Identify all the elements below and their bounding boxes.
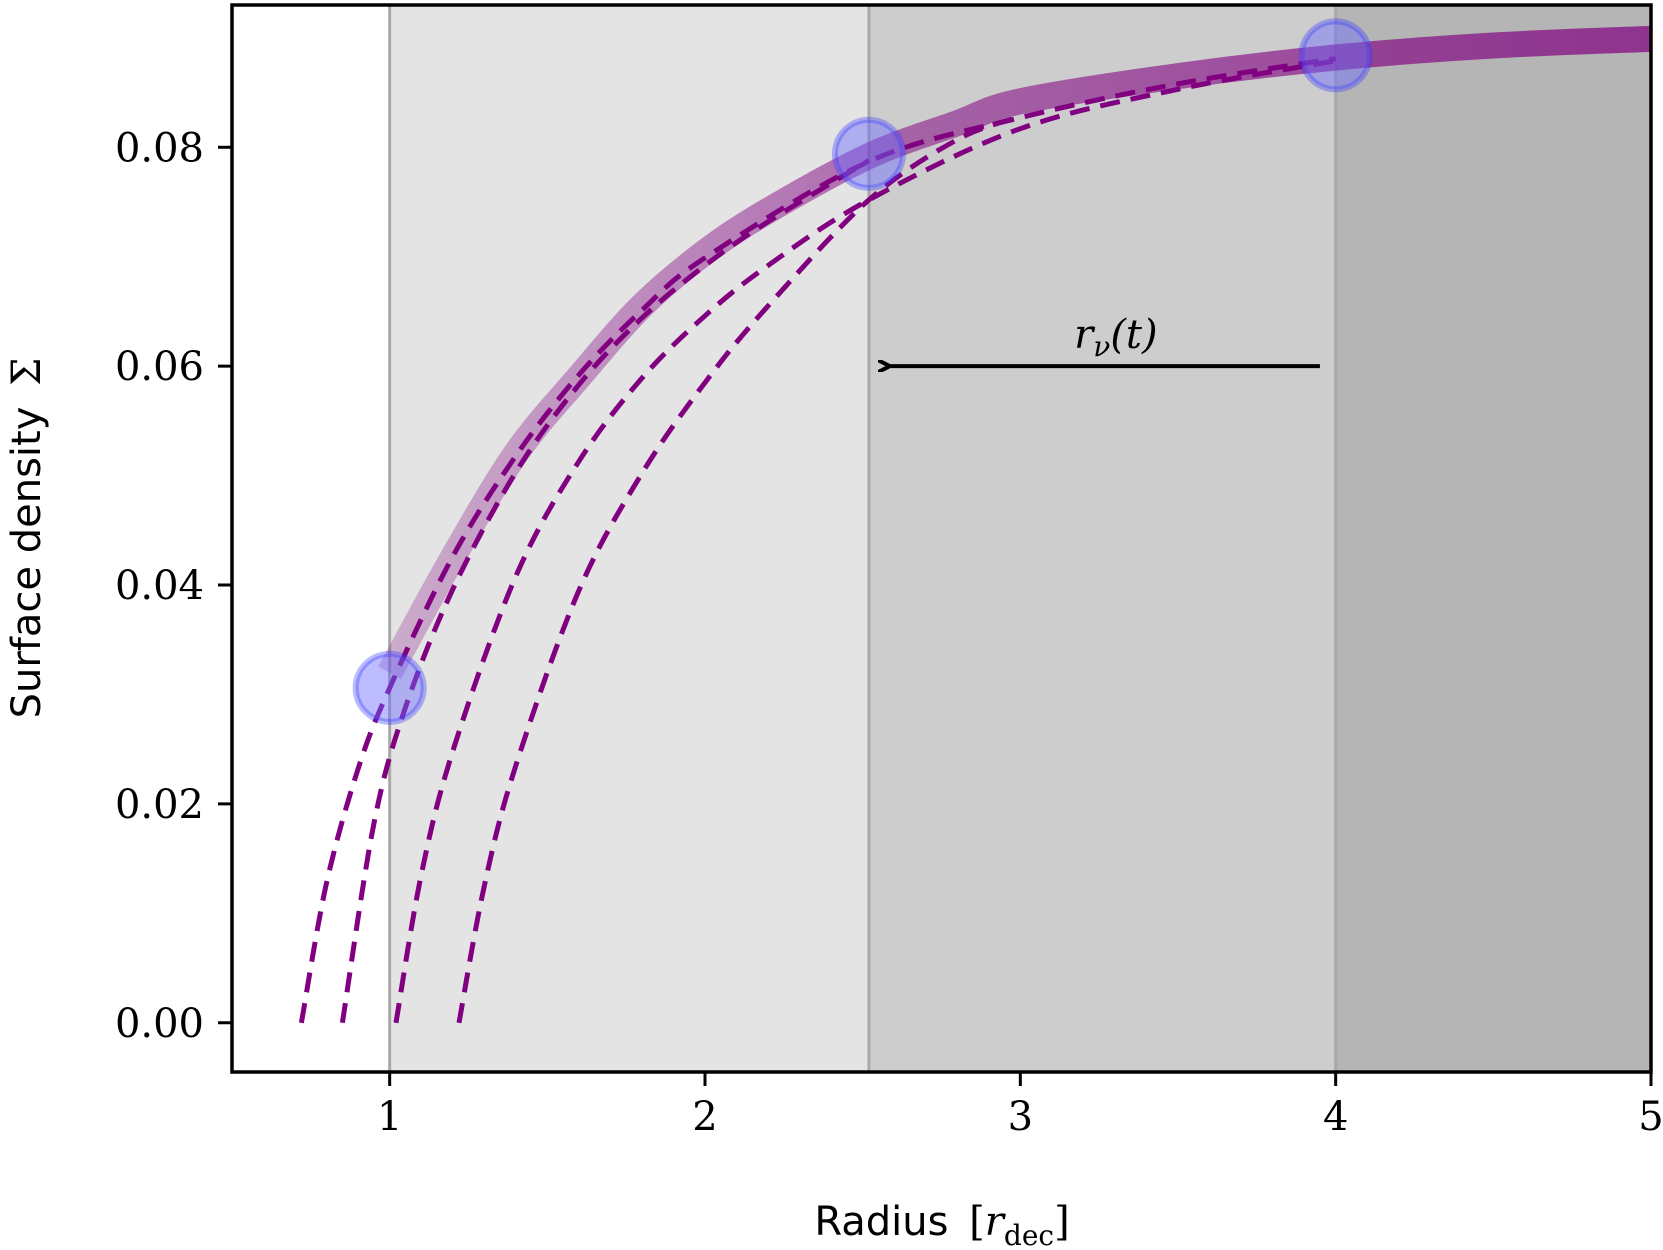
x-tick-label-2: 2 <box>692 1094 717 1140</box>
x-axis-label-unit-sub: dec <box>1004 1219 1054 1250</box>
plot-frame <box>230 3 1653 1074</box>
x-tick-label-5: 5 <box>1638 1094 1663 1140</box>
y-tick-label-0.02: 0.02 <box>115 782 204 828</box>
marker-3 <box>1298 18 1373 93</box>
shaded-regions <box>389 5 1651 1072</box>
x-axis-label: Radius [rdec] <box>814 1199 1069 1250</box>
y-tick-label-0.00: 0.00 <box>115 1001 204 1047</box>
annotation-label: rν(t) <box>1074 312 1157 363</box>
marker-2 <box>831 116 906 191</box>
y-tick-label-0.06: 0.06 <box>115 344 204 390</box>
y-axis-label: Surface density Σ <box>4 358 50 719</box>
dashed-curve-4 <box>456 114 1022 1024</box>
marker-1 <box>352 650 427 725</box>
shaded-region-2 <box>868 5 1336 1072</box>
vertical-lines <box>388 5 1338 1072</box>
x-axis-ticks: 1 2 3 4 5 <box>377 1072 1663 1140</box>
y-axis-label-text: Surface density <box>4 407 50 719</box>
x-axis-label-text: Radius <box>814 1199 948 1245</box>
x-axis-label-unit: r <box>985 1199 1007 1245</box>
y-axis-ticks: 0.00 0.02 0.04 0.06 0.08 <box>115 125 232 1047</box>
dashed-curve-1 <box>298 56 1337 1024</box>
shaded-region-3 <box>1335 5 1651 1072</box>
x-tick-label-1: 1 <box>377 1094 402 1140</box>
markers <box>352 18 1373 725</box>
curves <box>298 25 1651 1024</box>
dashed-curve-2 <box>339 158 871 1024</box>
y-tick-label-0.04: 0.04 <box>115 563 204 609</box>
annotation: rν(t) <box>888 312 1320 366</box>
y-tick-label-0.08: 0.08 <box>115 125 204 171</box>
x-tick-label-4: 4 <box>1323 1094 1348 1140</box>
dashed-curve-3 <box>393 58 1337 1024</box>
y-axis-label-symbol: Σ <box>4 358 50 386</box>
main-curve <box>378 25 1651 679</box>
x-tick-label-3: 3 <box>1008 1094 1033 1140</box>
